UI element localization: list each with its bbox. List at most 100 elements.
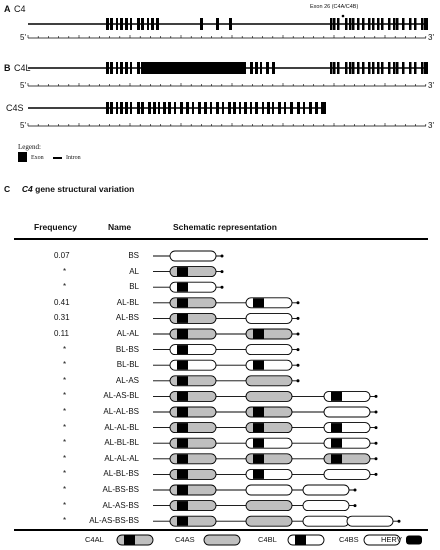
module-c4bl-herv <box>253 469 264 479</box>
legend-intron-swatch <box>53 157 62 159</box>
module-c4bl <box>169 359 217 371</box>
module-c4bs <box>323 406 371 418</box>
c4l-gene-exon <box>260 62 262 74</box>
module-c4al-herv <box>177 298 188 308</box>
module-c4bl <box>245 297 293 309</box>
c4s-gene-exon <box>148 102 151 114</box>
c4s-gene-exon <box>163 102 166 114</box>
c4l-gene-exon <box>388 62 391 74</box>
module-c4al <box>169 312 217 324</box>
c4-gene-exon <box>151 18 154 30</box>
panel-c-title-text: gene structural variation <box>35 184 135 194</box>
row-end-marker <box>374 426 378 430</box>
c4s-gene-exon <box>110 102 113 114</box>
key-swatch-bs <box>363 534 401 546</box>
module-c4bs <box>302 515 350 527</box>
c4-gene-exon <box>130 18 132 30</box>
c4s-gene-exon <box>315 102 318 114</box>
c4-gene-exon <box>125 18 128 30</box>
c4l-gene-exon <box>333 62 336 74</box>
row-end-marker <box>374 441 378 445</box>
c4-gene-exon <box>372 18 375 30</box>
c4s-gene-exon <box>228 102 231 114</box>
c4l-gene-exon <box>362 62 365 74</box>
three-prime-label-a: 3' <box>428 33 434 42</box>
row-frequency: * <box>63 344 67 354</box>
row-frequency: 0.07 <box>54 251 70 260</box>
row-end-marker <box>220 285 224 289</box>
row-frequency: * <box>63 485 67 494</box>
c4s-gene-exon <box>267 102 270 114</box>
c4s-gene-exon <box>233 102 236 114</box>
panel-a-letter: A <box>4 4 11 14</box>
row-name: AL-AL-BS <box>103 407 139 416</box>
row-frequency: * <box>63 266 67 276</box>
module-c4bs <box>169 250 217 262</box>
row-end-marker <box>397 519 401 523</box>
module-c4al <box>245 328 293 340</box>
module-c4al <box>169 453 217 465</box>
c4-gene-exon <box>229 18 232 30</box>
c4s-gene-exon <box>250 102 252 114</box>
c4-gene-exon <box>110 18 113 30</box>
row-frequency: * <box>63 516 67 526</box>
row-end-marker <box>296 332 300 336</box>
c4-gene-exon <box>137 18 140 30</box>
module-c4bs <box>323 468 371 480</box>
module-c4bl-herv <box>177 282 188 292</box>
c4l-gene-exon <box>409 62 412 74</box>
module-c4al <box>245 406 293 418</box>
c4-gene-exon <box>141 18 144 30</box>
row-name: AL-BL-BL <box>104 438 139 448</box>
c4l-gene-exon <box>255 62 258 74</box>
module-c4al-herv <box>253 423 264 433</box>
c4-gene-exon <box>200 18 203 30</box>
c4l-gene-exon <box>345 62 348 74</box>
module-c4as <box>245 515 293 527</box>
c4s-gene-exon <box>137 102 140 114</box>
row-frequency: * <box>63 422 67 432</box>
c4-gene-exon <box>396 18 399 30</box>
c4s-gene-exon <box>272 102 274 114</box>
c4s-gene-exon <box>125 102 128 114</box>
c4-gene-exon <box>368 18 371 30</box>
row-name: AL-AS <box>115 375 139 385</box>
c4l-gene-exon <box>368 62 371 74</box>
gene-structure-maps <box>27 14 428 127</box>
row-end-marker <box>374 394 378 398</box>
module-c4as <box>245 375 293 387</box>
row-name: AL-AS-BL <box>103 391 139 401</box>
c4s-gene-exon <box>284 102 286 114</box>
panel-c-title: C C4 gene structural variation <box>4 185 134 194</box>
row-end-marker <box>220 270 224 274</box>
module-c4bl-herv <box>331 391 342 401</box>
c4l-gene-exon <box>116 62 118 74</box>
module-c4bl <box>323 422 371 434</box>
module-c4al-herv <box>177 485 188 495</box>
c4s-gene-exon <box>204 102 207 114</box>
c4s-gene-exon <box>158 102 160 114</box>
exon-26-marker <box>341 14 345 18</box>
c4-gene-exon <box>352 18 355 30</box>
module-c4al <box>169 266 217 278</box>
c4s-gene-exon <box>116 102 118 114</box>
c4l-gene-exon <box>396 62 399 74</box>
module-c4al <box>169 406 217 418</box>
module-c4bl-herv <box>331 438 342 448</box>
module-c4bl-herv <box>253 438 264 448</box>
c4-gene-exon <box>116 18 118 30</box>
row-frequency: 0.31 <box>54 313 70 323</box>
five-prime-label-a: 5' <box>20 33 26 42</box>
c4l-gene-exon <box>414 62 417 74</box>
c4s-gene-exon <box>130 102 132 114</box>
c4s-gene-exon <box>210 102 212 114</box>
c4s-gene-exon <box>174 102 176 114</box>
row-frequency: * <box>63 391 67 401</box>
module-c4bl <box>245 359 293 371</box>
row-end-marker <box>220 254 224 258</box>
module-c4al <box>323 453 371 465</box>
c4-gene-exon <box>421 18 424 30</box>
row-end-marker <box>296 363 300 367</box>
row-end-marker <box>296 316 300 320</box>
row-end-marker <box>374 410 378 414</box>
